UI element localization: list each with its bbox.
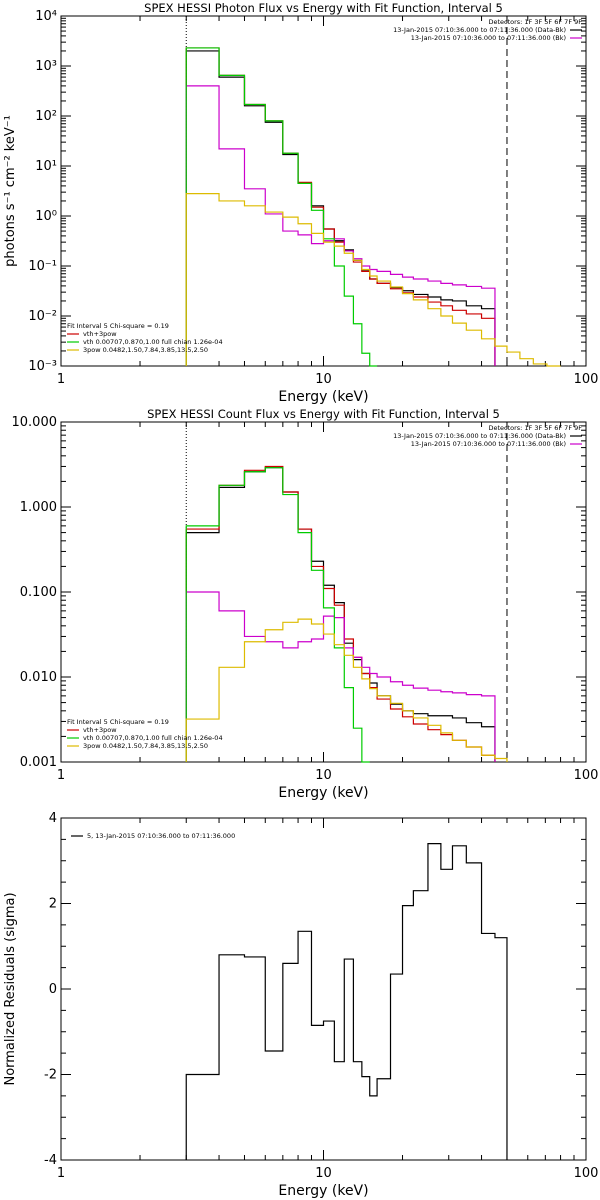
y-tick-label: 1.000 [20, 500, 57, 515]
legend-fit: Fit Interval 5 Chi-square = 0.19vth+3pow… [67, 718, 223, 750]
series-bk [185, 85, 496, 366]
legend-entry: 3pow 0.0482,1.50,7.84,3.85,13.5,2.50 [83, 346, 208, 354]
series-vth [185, 467, 370, 763]
x-ticks [60, 422, 575, 762]
y-tick-label: -4 [44, 1153, 57, 1168]
x-tick-label: 100 [574, 768, 599, 783]
series-vth [185, 47, 378, 367]
legend-detectors: Detectors: 1F 3F 5F 6F 7F 9F13-Jan-2015 … [393, 18, 582, 42]
y-tick-label: 10.000 [12, 415, 58, 430]
y-tick-label: 10⁰ [35, 209, 57, 224]
chart-panel-2: SPEX HESSI Count Flux vs Energy with Fit… [12, 407, 599, 801]
chart-panel-1: SPEX HESSI Photon Flux vs Energy with Fi… [3, 1, 598, 405]
y-tick-label: 10⁻³ [28, 359, 57, 374]
series-3pow [185, 618, 508, 762]
x-axis-label: Energy (keV) [278, 389, 368, 405]
y-tick-label: 0.001 [20, 755, 57, 770]
x-ticks [60, 818, 575, 1160]
y-tick-label: 10⁻¹ [28, 259, 57, 274]
legend-entry: vth 0.00707,0.870,1.00 full chian 1.26e-… [83, 734, 223, 742]
y-tick-label: -2 [44, 1068, 57, 1083]
chart-title: SPEX HESSI Count Flux vs Energy with Fit… [147, 407, 500, 421]
x-tick-label: 10 [315, 1166, 332, 1181]
chart-panel-3: Energy (keV) Normalized Residuals (sigma)… [3, 811, 598, 1199]
x-tick-label: 100 [574, 372, 599, 387]
series-vth-3pow [185, 47, 496, 366]
legend-entry: 3pow 0.0482,1.50,7.84,3.85,13.5,2.50 [83, 742, 208, 750]
fit-header: Fit Interval 5 Chi-square = 0.19 [67, 322, 169, 330]
fit-header: Fit Interval 5 Chi-square = 0.19 [67, 718, 169, 726]
y-ticks [61, 15, 586, 367]
series-data-bk [185, 50, 496, 366]
legend-header: Detectors: 1F 3F 5F 6F 7F 9F [488, 18, 582, 26]
y-tick-label: 10² [35, 109, 57, 124]
y-ticks [61, 421, 586, 763]
legend-entry: 13-Jan-2015 07:10:36.000 to 07:11:36.000… [411, 34, 566, 42]
y-tick-label: 2 [49, 897, 57, 912]
legend-fit: Fit Interval 5 Chi-square = 0.19vth+3pow… [67, 322, 223, 354]
legend-entry: 13-Jan-2015 07:10:36.000 to 07:11:36.000… [393, 26, 566, 34]
y-tick-label: 10⁴ [35, 9, 57, 24]
y-tick-label: 0.100 [20, 585, 57, 600]
y-ticks [61, 817, 586, 1161]
series-3pow [185, 193, 561, 367]
series-bk [185, 591, 496, 762]
y-axis-label: photons s⁻¹ cm⁻² keV⁻¹ [3, 115, 18, 267]
legend-entry: 13-Jan-2015 07:10:36.000 to 07:11:36.000… [411, 440, 566, 448]
legend-entry: 13-Jan-2015 07:10:36.000 to 07:11:36.000… [393, 432, 566, 440]
legend-entry: vth+3pow [83, 726, 117, 734]
x-tick-label: 1 [57, 1166, 65, 1181]
series-vth-3pow [185, 465, 496, 762]
x-tick-label: 10 [315, 372, 332, 387]
chart-title: SPEX HESSI Photon Flux vs Energy with Fi… [144, 1, 503, 15]
legend-entry: 5, 13-Jan-2015 07:10:36.000 to 07:11:36.… [87, 832, 235, 840]
series-data-bk [185, 467, 496, 762]
legend-entry: vth+3pow [83, 330, 117, 338]
x-axis-label: Energy (keV) [278, 1183, 368, 1199]
x-axis-label: Energy (keV) [278, 785, 368, 801]
legend-header: Detectors: 1F 3F 5F 6F 7F 9F [488, 424, 582, 432]
legend-detectors: Detectors: 1F 3F 5F 6F 7F 9F13-Jan-2015 … [393, 424, 582, 448]
y-tick-label: 10⁻² [28, 309, 57, 324]
x-tick-label: 1 [57, 768, 65, 783]
x-tick-label: 100 [574, 1166, 599, 1181]
y-tick-label: 10¹ [35, 159, 57, 174]
legend-entry: vth 0.00707,0.870,1.00 full chian 1.26e-… [83, 338, 223, 346]
y-tick-label: 10³ [35, 59, 57, 74]
legend-fit: 5, 13-Jan-2015 07:10:36.000 to 07:11:36.… [71, 832, 235, 840]
y-tick-label: 0 [49, 982, 57, 997]
x-ticks [60, 16, 575, 366]
y-tick-label: 0.010 [20, 670, 57, 685]
x-tick-label: 1 [57, 372, 65, 387]
series-residuals [185, 843, 508, 1160]
y-tick-label: 4 [49, 811, 57, 826]
x-tick-label: 10 [315, 768, 332, 783]
y-axis-label: Normalized Residuals (sigma) [3, 892, 18, 1085]
